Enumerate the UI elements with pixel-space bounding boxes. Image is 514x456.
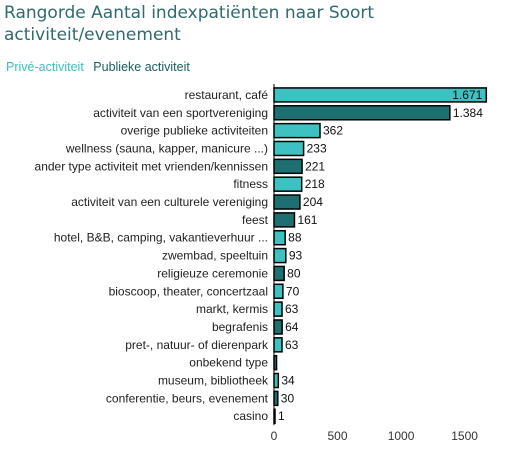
data-label: 233 (307, 141, 327, 155)
category-label: fitness (233, 177, 268, 191)
x-tick-label: 1500 (451, 429, 478, 443)
category-label: activiteit van een sportvereniging (93, 106, 268, 120)
bar[interactable] (273, 283, 284, 300)
legend-item-prive[interactable]: Privé-activiteit (6, 60, 84, 74)
bar[interactable] (273, 194, 301, 210)
data-label: 88 (288, 231, 302, 245)
data-label: 218 (305, 177, 325, 191)
category-label: bioscoop, theater, concertzaal (109, 284, 268, 298)
category-label: conferentie, beurs, evenement (106, 391, 269, 405)
data-label: 30 (281, 391, 295, 405)
bar[interactable] (273, 337, 283, 353)
category-label: casino (233, 409, 268, 423)
bar[interactable] (273, 105, 451, 121)
bar[interactable] (273, 390, 279, 407)
category-label: wellness (sauna, kapper, manicure ...) (65, 141, 268, 155)
x-tick-label: 1000 (388, 429, 415, 443)
data-label: 80 (287, 266, 301, 280)
category-label: zwembad, speeltuin (162, 249, 268, 263)
data-label: 63 (285, 302, 299, 316)
bar[interactable] (273, 176, 303, 192)
category-label: activiteit van een culturele vereniging (71, 195, 268, 209)
bar[interactable] (273, 140, 305, 157)
chart-title-line2: activiteit/evenement (4, 25, 181, 45)
legend: Privé-activiteit Publieke activiteit (6, 60, 196, 74)
category-label: museum, bibliotheek (158, 374, 269, 388)
data-label: 64 (285, 320, 299, 334)
category-label: restaurant, café (185, 88, 269, 102)
bar[interactable] (273, 229, 286, 246)
legend-item-publiek[interactable]: Publieke activiteit (93, 60, 190, 74)
category-label: feest (242, 213, 269, 227)
category-label: overige publieke activiteiten (121, 124, 268, 138)
bar[interactable] (273, 212, 296, 228)
bar[interactable] (273, 372, 280, 389)
data-label: 1.384 (453, 106, 483, 120)
category-label: ander type activiteit met vrienden/kenni… (35, 159, 268, 173)
x-tick-label: 0 (271, 429, 278, 443)
bar[interactable] (273, 301, 283, 317)
bar[interactable] (273, 265, 285, 282)
bar[interactable] (273, 158, 303, 175)
x-tick-label: 500 (328, 429, 348, 443)
category-label: hotel, B&B, camping, vakantieverhuur ... (54, 231, 268, 245)
category-label: begrafenis (212, 320, 268, 334)
data-label: 70 (286, 284, 300, 298)
data-label: 1 (278, 409, 285, 423)
data-label: 362 (323, 124, 343, 138)
data-label: 93 (289, 249, 303, 263)
data-label: 1.671 (452, 88, 482, 102)
category-label: pret-, natuur- of dierenpark (125, 338, 269, 352)
data-label: 221 (305, 159, 325, 173)
category-label: onbekend type (189, 356, 268, 370)
data-label: 204 (303, 195, 323, 209)
chart-title-line1: Rangorde Aantal indexpatiënten naar Soor… (4, 3, 375, 23)
bar[interactable] (273, 247, 287, 264)
bar[interactable] (273, 122, 321, 139)
data-label: 63 (285, 338, 299, 352)
bar[interactable] (273, 319, 283, 335)
data-label: 161 (297, 213, 317, 227)
data-label: 34 (281, 374, 295, 388)
category-label: religieuze ceremonie (157, 266, 268, 280)
category-label: markt, kermis (196, 302, 268, 316)
chart-title: Rangorde Aantal indexpatiënten naar Soor… (4, 2, 504, 46)
